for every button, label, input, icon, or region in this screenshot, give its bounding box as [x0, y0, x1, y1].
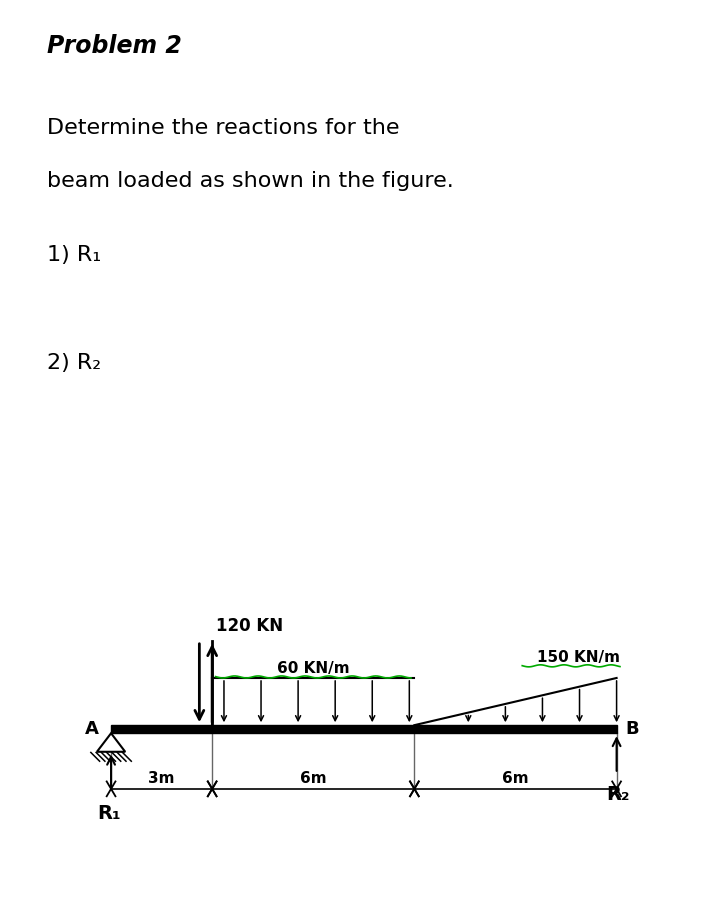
Polygon shape [111, 725, 616, 734]
Text: 3m: 3m [148, 772, 175, 786]
Text: R₁: R₁ [98, 804, 121, 823]
Text: 150 KN/m: 150 KN/m [537, 650, 620, 665]
Text: beam loaded as shown in the figure.: beam loaded as shown in the figure. [47, 172, 454, 191]
Text: Determine the reactions for the: Determine the reactions for the [47, 117, 400, 138]
Text: 60 KN/m: 60 KN/m [277, 662, 350, 676]
Text: 6m: 6m [502, 772, 528, 786]
Text: 6m: 6m [300, 772, 327, 786]
Text: 2) R₂: 2) R₂ [47, 353, 101, 372]
Text: R₂: R₂ [606, 785, 630, 805]
Text: B: B [625, 720, 639, 738]
Text: Problem 2: Problem 2 [47, 34, 181, 58]
Polygon shape [97, 734, 125, 752]
Text: A: A [86, 720, 99, 738]
Text: 1) R₁: 1) R₁ [47, 245, 101, 265]
Text: 120 KN: 120 KN [215, 617, 283, 635]
